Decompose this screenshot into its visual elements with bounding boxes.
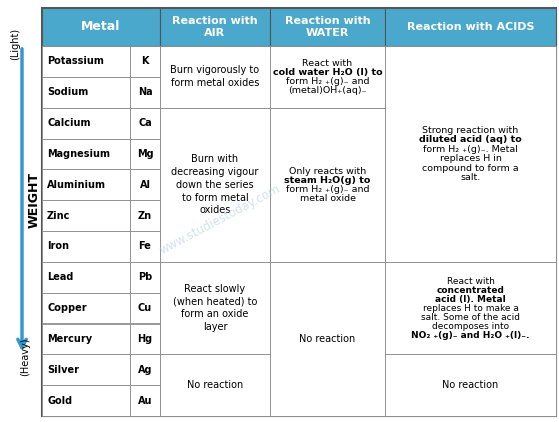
Text: Au: Au <box>138 395 152 406</box>
FancyBboxPatch shape <box>160 108 270 262</box>
Text: React slowly
(when heated) to
form an oxide
layer: React slowly (when heated) to form an ox… <box>173 284 257 332</box>
Text: Fe: Fe <box>139 241 151 252</box>
Text: Ag: Ag <box>138 365 152 375</box>
Text: form H₂ ₊(g)₋ and: form H₂ ₊(g)₋ and <box>286 185 369 194</box>
Text: Mercury: Mercury <box>47 334 92 344</box>
Text: No reaction: No reaction <box>187 380 243 390</box>
Text: React with: React with <box>302 59 353 68</box>
FancyBboxPatch shape <box>42 324 130 354</box>
FancyBboxPatch shape <box>385 46 556 262</box>
Text: Burn vigorously to
form metal oxides: Burn vigorously to form metal oxides <box>170 65 259 89</box>
Text: WEIGHT: WEIGHT <box>27 172 40 228</box>
Text: Gold: Gold <box>47 395 72 406</box>
FancyBboxPatch shape <box>130 231 160 262</box>
Text: Iron: Iron <box>47 241 69 252</box>
Text: Ca: Ca <box>138 118 152 128</box>
FancyBboxPatch shape <box>42 231 130 262</box>
Text: Metal: Metal <box>81 21 121 33</box>
Text: No reaction: No reaction <box>442 380 499 390</box>
FancyBboxPatch shape <box>385 354 556 416</box>
Text: compound to form a: compound to form a <box>422 164 519 173</box>
Text: Burn with
decreasing vigour
down the series
to form metal
oxides: Burn with decreasing vigour down the ser… <box>171 154 259 215</box>
Text: form H₂ ₊(g)₋ and: form H₂ ₊(g)₋ and <box>286 77 369 86</box>
Text: (Heavy): (Heavy) <box>20 337 30 376</box>
Text: www.studiestoday.com: www.studiestoday.com <box>158 183 283 257</box>
Text: cold water H₂O (l) to: cold water H₂O (l) to <box>273 68 382 77</box>
FancyBboxPatch shape <box>130 324 160 354</box>
Text: replaces H to make a: replaces H to make a <box>423 303 518 313</box>
Text: Sodium: Sodium <box>47 87 88 97</box>
Text: (Light): (Light) <box>10 28 20 60</box>
FancyBboxPatch shape <box>42 138 130 169</box>
FancyBboxPatch shape <box>130 200 160 231</box>
FancyBboxPatch shape <box>270 8 385 46</box>
FancyBboxPatch shape <box>42 108 130 138</box>
FancyBboxPatch shape <box>160 8 270 46</box>
FancyBboxPatch shape <box>270 108 385 262</box>
Text: Calcium: Calcium <box>47 118 91 128</box>
Text: form H₂ ₊(g)₋. Metal: form H₂ ₊(g)₋. Metal <box>423 145 518 154</box>
Text: Only reacts with: Only reacts with <box>289 167 366 176</box>
Text: Strong reaction with: Strong reaction with <box>423 126 519 135</box>
FancyBboxPatch shape <box>130 46 160 77</box>
FancyBboxPatch shape <box>160 46 270 108</box>
FancyBboxPatch shape <box>270 46 385 108</box>
FancyBboxPatch shape <box>42 354 130 385</box>
Text: Cu: Cu <box>138 303 152 313</box>
Text: React with: React with <box>447 276 495 286</box>
Text: Reaction with
WATER: Reaction with WATER <box>285 16 370 38</box>
FancyBboxPatch shape <box>42 77 130 108</box>
Text: decomposes into: decomposes into <box>432 322 509 330</box>
FancyBboxPatch shape <box>130 138 160 169</box>
FancyBboxPatch shape <box>42 46 130 77</box>
Text: Na: Na <box>138 87 152 97</box>
Text: Pb: Pb <box>138 272 152 282</box>
Text: No reaction: No reaction <box>300 334 356 344</box>
FancyBboxPatch shape <box>42 385 130 416</box>
FancyBboxPatch shape <box>42 200 130 231</box>
Text: Copper: Copper <box>47 303 87 313</box>
FancyBboxPatch shape <box>42 8 556 416</box>
Text: Zinc: Zinc <box>47 211 70 221</box>
Text: (metal)OH₊(aq)₋: (metal)OH₊(aq)₋ <box>288 86 367 95</box>
FancyBboxPatch shape <box>130 108 160 138</box>
Text: acid (l). Metal: acid (l). Metal <box>435 295 506 303</box>
Text: Mg: Mg <box>137 149 153 159</box>
Text: K: K <box>141 57 149 66</box>
Text: NO₂ ₊(g)₋ and H₂O ₊(l)₋.: NO₂ ₊(g)₋ and H₂O ₊(l)₋. <box>411 330 530 340</box>
FancyBboxPatch shape <box>130 169 160 200</box>
FancyBboxPatch shape <box>385 262 556 354</box>
FancyBboxPatch shape <box>42 169 130 200</box>
FancyBboxPatch shape <box>130 385 160 416</box>
FancyBboxPatch shape <box>42 262 130 293</box>
Text: Reaction with
AIR: Reaction with AIR <box>172 16 258 38</box>
Text: Potassium: Potassium <box>47 57 104 66</box>
Text: Reaction with ACIDS: Reaction with ACIDS <box>407 22 534 32</box>
FancyBboxPatch shape <box>130 77 160 108</box>
Text: Magnesium: Magnesium <box>47 149 110 159</box>
Text: Zn: Zn <box>138 211 152 221</box>
Text: salt.: salt. <box>461 173 481 182</box>
Text: steam H₂O(g) to: steam H₂O(g) to <box>285 176 371 185</box>
FancyBboxPatch shape <box>130 293 160 324</box>
Text: diluted acid (aq) to: diluted acid (aq) to <box>419 135 522 144</box>
Text: Aluminium: Aluminium <box>47 180 106 190</box>
Text: replaces H in: replaces H in <box>439 154 501 163</box>
FancyBboxPatch shape <box>385 8 556 46</box>
FancyBboxPatch shape <box>130 262 160 293</box>
Text: Al: Al <box>140 180 150 190</box>
FancyBboxPatch shape <box>42 8 160 46</box>
Text: Silver: Silver <box>47 365 79 375</box>
Text: Hg: Hg <box>138 334 153 344</box>
Text: metal oxide: metal oxide <box>300 194 356 203</box>
FancyBboxPatch shape <box>42 293 130 324</box>
Text: Lead: Lead <box>47 272 73 282</box>
FancyBboxPatch shape <box>160 354 270 416</box>
FancyBboxPatch shape <box>270 262 385 416</box>
FancyBboxPatch shape <box>130 354 160 385</box>
Text: salt. Some of the acid: salt. Some of the acid <box>421 313 520 322</box>
FancyBboxPatch shape <box>160 262 270 354</box>
Text: concentrated: concentrated <box>437 286 504 295</box>
